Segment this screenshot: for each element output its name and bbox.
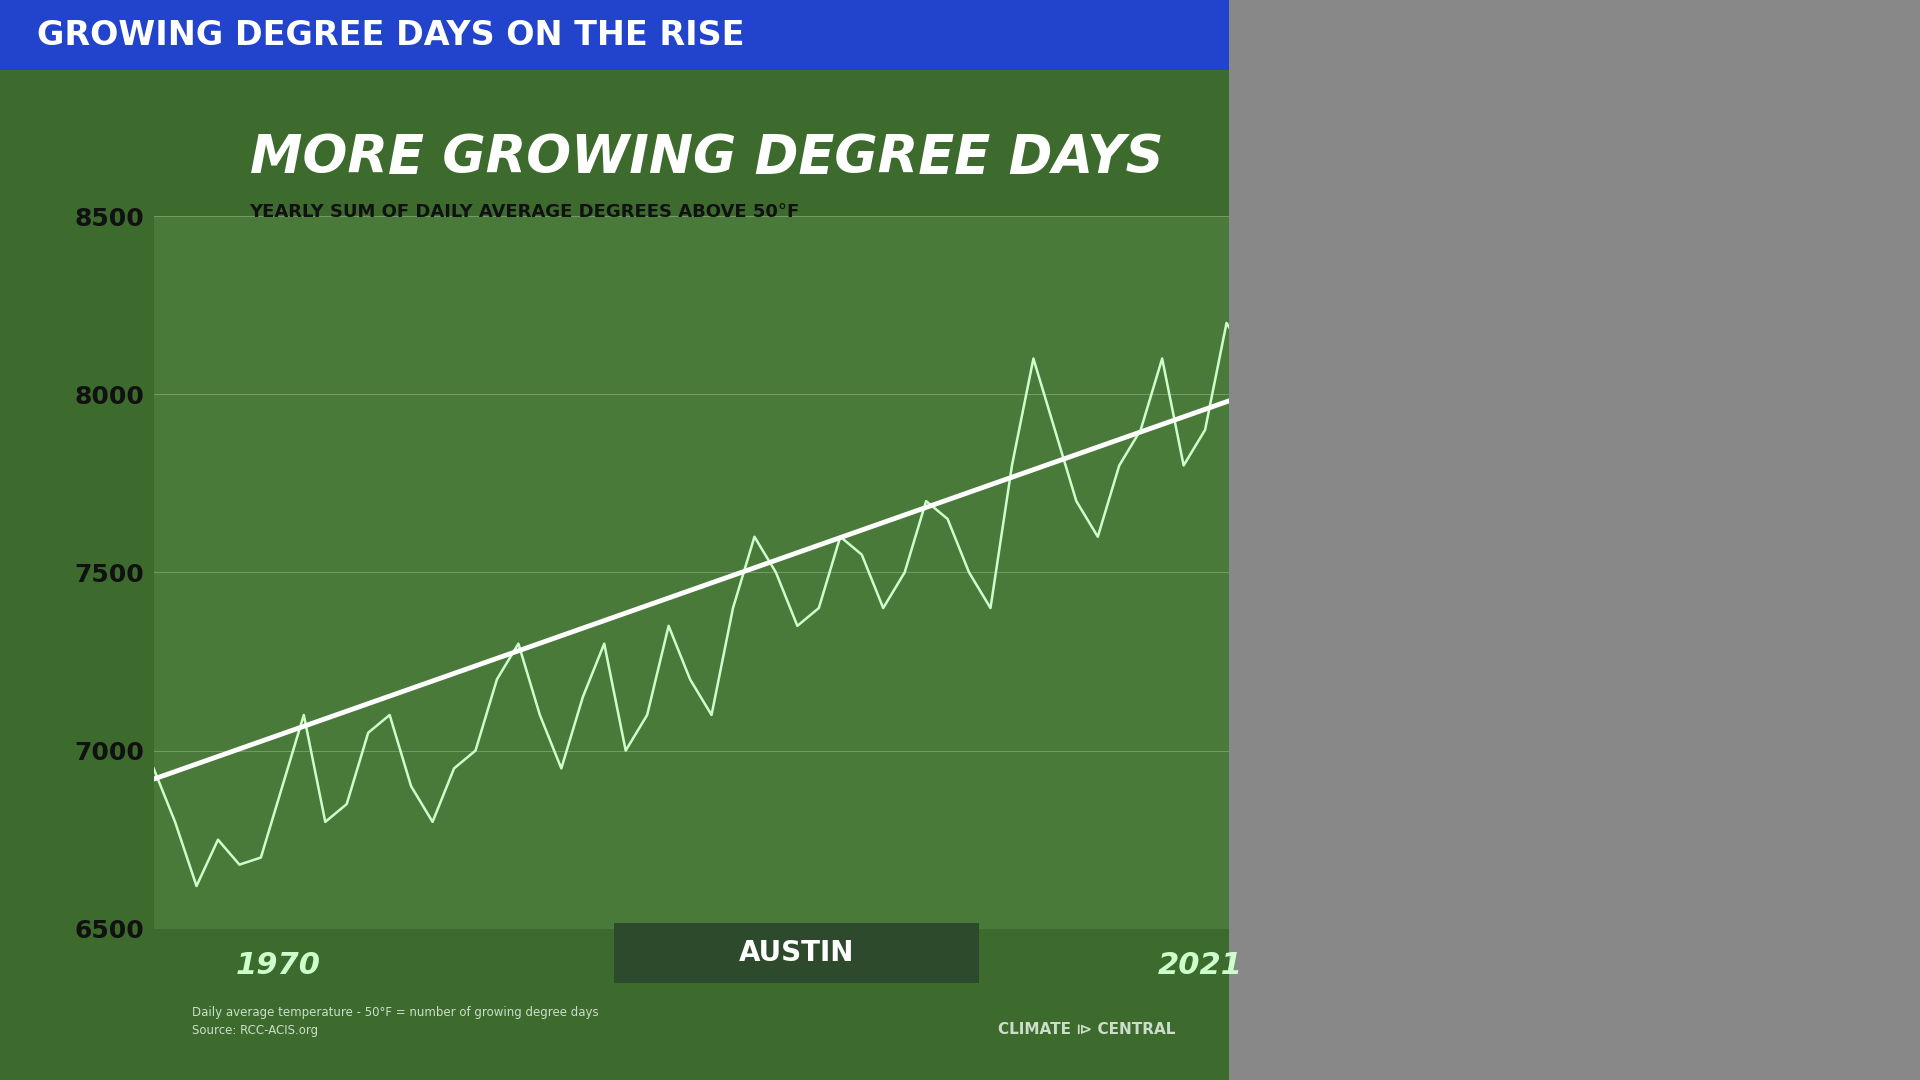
Text: CLIMATE ⧐ CENTRAL: CLIMATE ⧐ CENTRAL (998, 1022, 1175, 1037)
Text: GROWING DEGREE DAYS ON THE RISE: GROWING DEGREE DAYS ON THE RISE (36, 18, 745, 52)
Text: Daily average temperature - 50°F = number of growing degree days
Source: RCC-ACI: Daily average temperature - 50°F = numbe… (192, 1005, 599, 1037)
Text: MORE GROWING DEGREE DAYS: MORE GROWING DEGREE DAYS (250, 132, 1164, 184)
Text: AUSTIN: AUSTIN (739, 940, 854, 967)
Text: 1970: 1970 (236, 951, 321, 981)
Text: 2021: 2021 (1158, 951, 1242, 981)
Text: YEARLY SUM OF DAILY AVERAGE DEGREES ABOVE 50°F: YEARLY SUM OF DAILY AVERAGE DEGREES ABOV… (250, 203, 801, 221)
